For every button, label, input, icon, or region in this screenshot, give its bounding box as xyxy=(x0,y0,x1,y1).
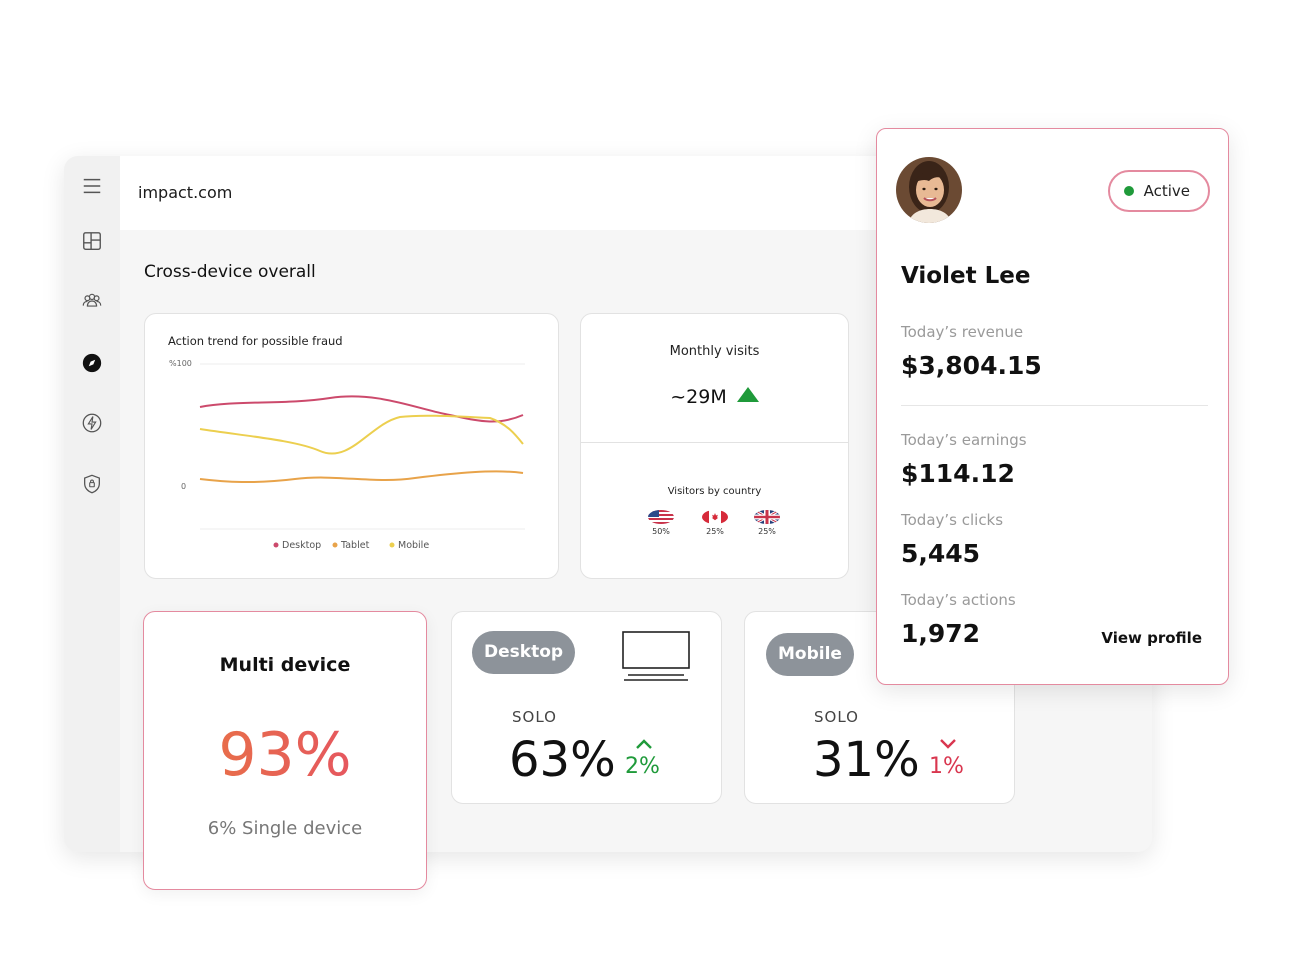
chevron-down-icon xyxy=(940,739,956,749)
fraud-card-title: Action trend for possible fraud xyxy=(168,334,343,348)
legend-dot-desktop xyxy=(273,542,279,548)
view-profile-link[interactable]: View profile xyxy=(1101,629,1202,647)
country-ca-pct: 25% xyxy=(706,527,724,536)
earnings-value: $114.12 xyxy=(901,459,1015,488)
lightning-icon[interactable] xyxy=(80,411,104,435)
actions-value: 1,972 xyxy=(901,619,981,648)
ca-flag-icon xyxy=(702,510,728,524)
country-us-pct: 50% xyxy=(652,527,670,536)
legend-dot-mobile xyxy=(389,542,395,548)
fraud-trend-chart: %100 0 Desktop Tablet Mobile xyxy=(169,359,525,551)
section-title: Cross-device overall xyxy=(144,262,316,282)
visits-value: ~29M xyxy=(670,386,727,408)
multi-device-title: Multi device xyxy=(219,654,351,676)
profile-name: Violet Lee xyxy=(901,263,1031,289)
users-icon[interactable] xyxy=(80,289,104,313)
multi-device-card: Multi device 93% 6% Single device xyxy=(143,611,427,890)
status-dot-icon xyxy=(1123,186,1134,196)
series-line-mobile xyxy=(199,414,524,455)
trend-up-icon xyxy=(736,387,759,402)
monthly-visits-card: Monthly visits ~29M Visitors by country … xyxy=(580,313,849,579)
brand-name: impact.com xyxy=(138,183,233,202)
visits-divider xyxy=(581,442,848,443)
mobile-solo-value: 31% xyxy=(813,732,920,788)
desktop-solo-label: SOLO xyxy=(512,708,557,726)
compass-icon[interactable] xyxy=(80,351,104,375)
desktop-solo-value: 63% xyxy=(509,732,616,788)
dashboard-icon[interactable] xyxy=(80,229,104,253)
series-line-tablet xyxy=(199,470,524,484)
country-ca: 25% xyxy=(695,510,735,536)
status-badge[interactable]: Active xyxy=(1107,170,1210,212)
desktop-delta: 2% xyxy=(625,754,660,779)
uk-flag-icon xyxy=(754,510,780,524)
us-flag-icon xyxy=(648,510,674,524)
clicks-label: Today’s clicks xyxy=(901,511,1004,529)
profile-divider xyxy=(901,405,1208,406)
single-device-sub: 6% Single device xyxy=(207,818,363,839)
clicks-value: 5,445 xyxy=(901,539,981,568)
legend-dot-tablet xyxy=(332,542,338,548)
visits-value-row: ~29M xyxy=(581,386,848,408)
y-tick-top: %100 xyxy=(169,359,192,368)
legend-tablet: Tablet xyxy=(340,540,370,551)
multi-device-value: 93% xyxy=(144,720,426,790)
series-line-desktop xyxy=(199,395,524,423)
visits-title: Monthly visits xyxy=(669,344,760,359)
mobile-solo-label: SOLO xyxy=(814,708,859,726)
mobile-delta: 1% xyxy=(929,754,964,779)
sidebar xyxy=(64,156,120,852)
revenue-label: Today’s revenue xyxy=(901,323,1024,341)
country-us: 50% xyxy=(641,510,681,536)
revenue-value: $3,804.15 xyxy=(901,351,1042,380)
country-title: Visitors by country xyxy=(667,486,762,497)
legend-mobile: Mobile xyxy=(398,540,429,551)
country-uk: 25% xyxy=(747,510,787,536)
country-uk-pct: 25% xyxy=(758,527,776,536)
desktop-pill: Desktop xyxy=(472,631,576,674)
fraud-trend-card: Action trend for possible fraud %100 0 D… xyxy=(144,313,559,579)
y-tick-zero: 0 xyxy=(181,482,186,491)
actions-label: Today’s actions xyxy=(901,591,1016,609)
mobile-pill: Mobile xyxy=(766,633,854,676)
status-label: Active xyxy=(1143,182,1190,200)
legend-desktop: Desktop xyxy=(282,540,321,551)
desktop-solo-card: Desktop SOLO 63% 2% xyxy=(451,611,722,804)
shield-icon[interactable] xyxy=(80,472,104,496)
chevron-up-icon xyxy=(636,739,652,749)
monitor-icon xyxy=(622,631,690,681)
menu-icon[interactable] xyxy=(80,174,104,198)
profile-panel: Active Violet Lee Today’s revenue $3,804… xyxy=(876,128,1229,685)
avatar[interactable] xyxy=(896,157,962,223)
earnings-label: Today’s earnings xyxy=(901,431,1027,449)
